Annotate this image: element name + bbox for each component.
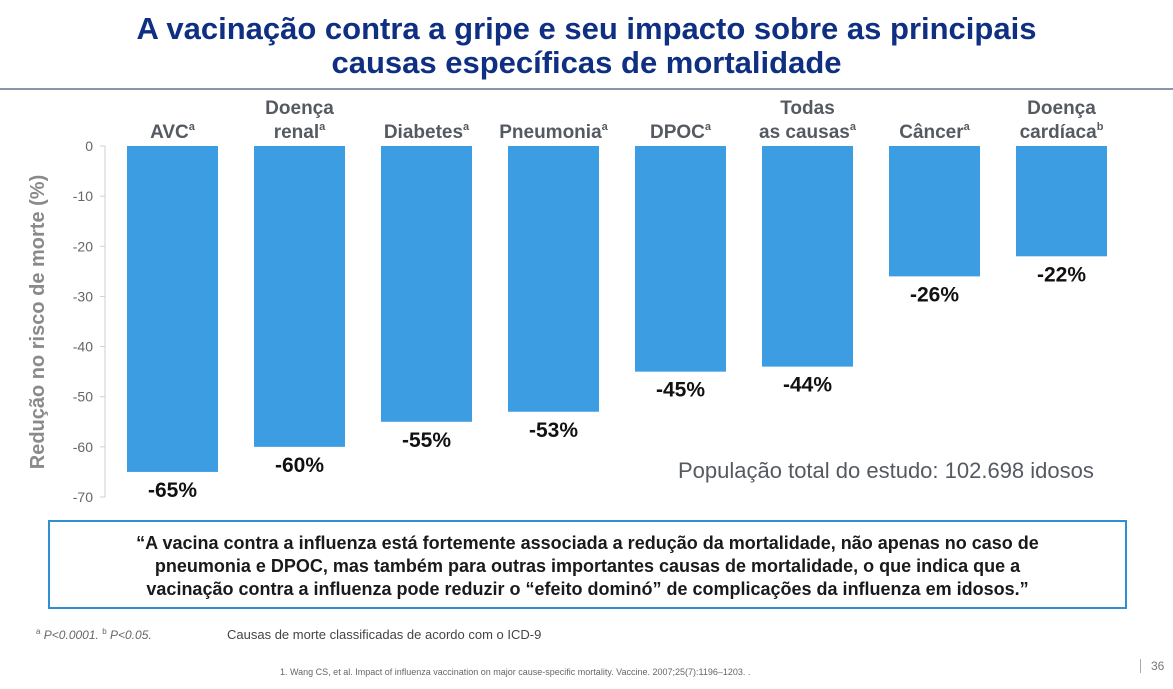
category-label: Pneumoniaa bbox=[499, 121, 608, 143]
footnote-a-marker: a bbox=[36, 627, 41, 636]
footnote-a-text: P<0.0001. bbox=[43, 628, 99, 642]
category-label: Doença bbox=[1027, 98, 1096, 119]
slide-title-line-1: A vacinação contra a gripe e seu impacto… bbox=[136, 11, 1037, 46]
title-divider bbox=[0, 88, 1173, 90]
quote-line-3: vacinação contra a influenza pode reduzi… bbox=[146, 579, 1029, 599]
category-label: Todas bbox=[780, 98, 835, 119]
data-label: -55% bbox=[402, 429, 451, 452]
category-superscript: a bbox=[319, 121, 326, 133]
bar bbox=[762, 146, 853, 367]
footnote-b-marker: b bbox=[102, 627, 107, 636]
data-label: -60% bbox=[275, 454, 324, 477]
category-label: as causasa bbox=[759, 121, 857, 143]
category-superscript: a bbox=[964, 121, 971, 133]
y-tick-label: -20 bbox=[73, 238, 93, 254]
bar bbox=[381, 146, 472, 422]
y-tick-label: -50 bbox=[73, 389, 93, 405]
y-tick-label: -10 bbox=[73, 188, 93, 204]
category-superscript: a bbox=[602, 121, 609, 133]
category-label: renala bbox=[274, 121, 326, 143]
category-label: cardíacab bbox=[1020, 121, 1104, 143]
data-label: -53% bbox=[529, 419, 578, 442]
category-label: Doença bbox=[265, 98, 334, 119]
category-superscript: b bbox=[1097, 121, 1104, 133]
bar bbox=[127, 146, 218, 472]
category-label: Câncera bbox=[899, 121, 970, 143]
y-tick-label: -40 bbox=[73, 339, 93, 355]
bar bbox=[889, 146, 980, 277]
quote-line-1: “A vacina contra a influenza está fortem… bbox=[136, 533, 1039, 553]
category-label: Diabetesa bbox=[384, 121, 470, 143]
data-label: -26% bbox=[910, 283, 959, 306]
y-axis-title: Redução no risco de morte (%) bbox=[27, 175, 49, 470]
page-number: 36 bbox=[1140, 659, 1164, 673]
data-label: -45% bbox=[656, 379, 705, 402]
footnote-b-text: P<0.05. bbox=[110, 628, 152, 642]
bar bbox=[508, 146, 599, 412]
bar bbox=[1016, 146, 1107, 257]
data-label: -65% bbox=[148, 479, 197, 502]
slide-title-line-2: causas específicas de mortalidade bbox=[331, 45, 842, 80]
bar bbox=[254, 146, 345, 447]
category-label: AVCa bbox=[150, 121, 196, 143]
slide-title: A vacinação contra a gripe e seu impacto… bbox=[0, 12, 1173, 80]
category-superscript: a bbox=[463, 121, 470, 133]
y-tick-label: -60 bbox=[73, 439, 93, 455]
category-superscript: a bbox=[850, 121, 857, 133]
data-label: -44% bbox=[783, 374, 832, 397]
quote-box: “A vacina contra a influenza está fortem… bbox=[48, 520, 1127, 609]
classification-note: Causas de morte classificadas de acordo … bbox=[227, 627, 542, 642]
y-tick-label: -30 bbox=[73, 288, 93, 304]
bar-chart: 0 -10 -20 -30 -40 -50 -60 -70 Redução no risco d… bbox=[27, 98, 1107, 505]
category-superscript: a bbox=[189, 121, 196, 133]
bar bbox=[635, 146, 726, 372]
data-label: -22% bbox=[1037, 263, 1086, 286]
reference-citation: 1. Wang CS, et al. Impact of influenza v… bbox=[280, 667, 751, 677]
y-tick-label: 0 bbox=[85, 138, 93, 154]
quote-line-2: pneumonia e DPOC, mas também para outras… bbox=[154, 556, 1021, 576]
y-tick-label: -70 bbox=[73, 489, 93, 505]
category-label: DPOCa bbox=[650, 121, 712, 143]
significance-footnote: a P<0.0001. b P<0.05. bbox=[36, 627, 152, 642]
study-population-note: População total do estudo: 102.698 idoso… bbox=[678, 458, 1094, 483]
category-superscript: a bbox=[705, 121, 712, 133]
